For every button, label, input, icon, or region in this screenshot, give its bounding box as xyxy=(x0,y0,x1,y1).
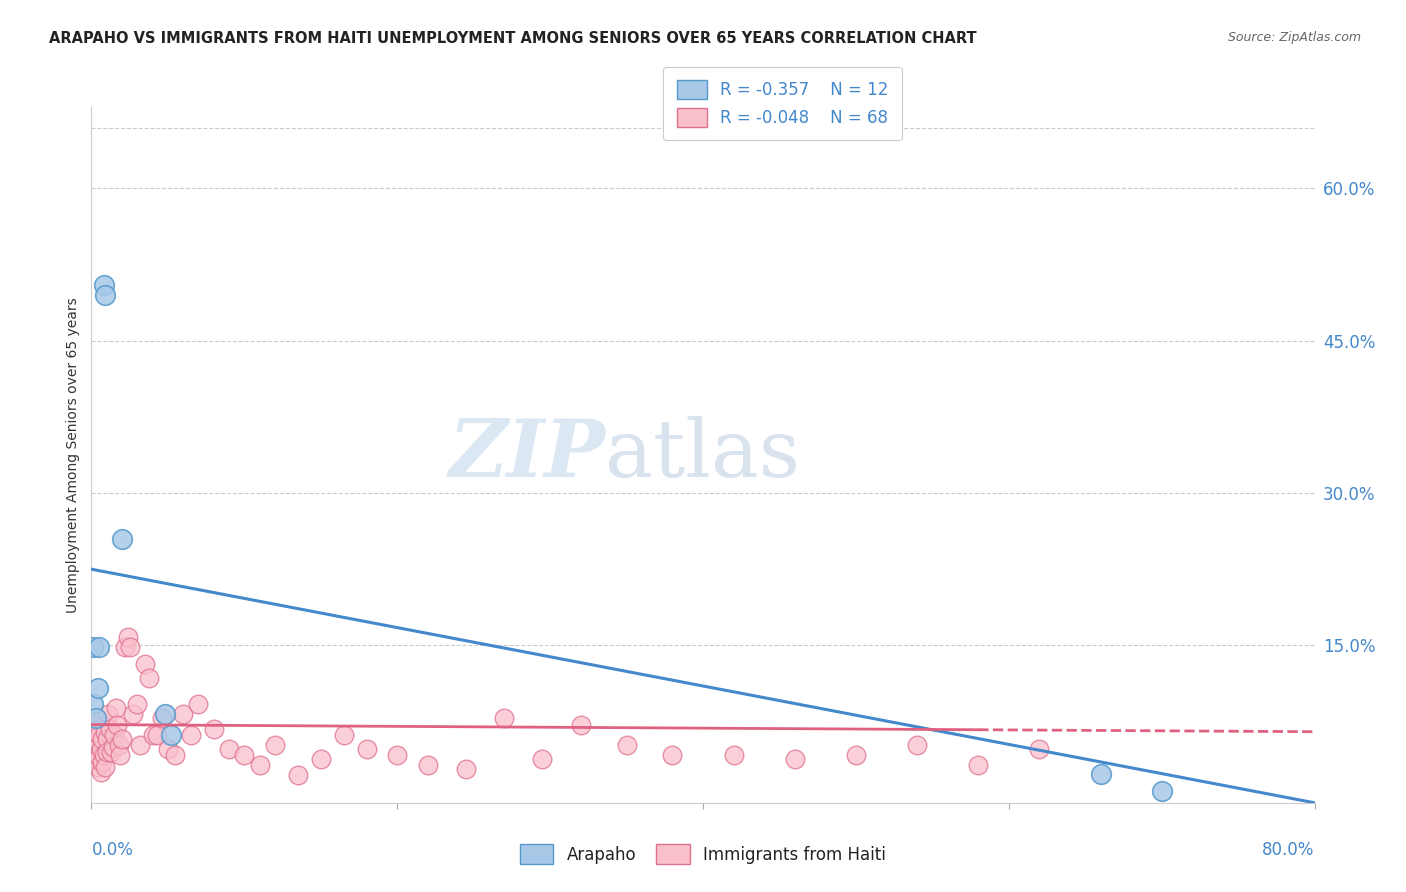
Point xyxy=(118,640,141,655)
Point xyxy=(97,707,120,722)
Point xyxy=(96,731,118,746)
Point xyxy=(845,747,868,762)
Point xyxy=(110,747,132,762)
Point xyxy=(98,722,121,736)
Point xyxy=(121,707,143,722)
Point xyxy=(138,671,160,685)
Point xyxy=(91,755,114,769)
Point xyxy=(160,728,183,742)
Point xyxy=(187,698,209,712)
Point xyxy=(86,681,108,695)
Point xyxy=(127,698,149,712)
Point xyxy=(84,711,107,725)
Point xyxy=(105,717,128,731)
Point xyxy=(87,728,110,742)
Point xyxy=(94,760,117,774)
Point xyxy=(90,765,112,780)
Point xyxy=(91,731,114,746)
Point xyxy=(146,728,169,742)
Point xyxy=(153,707,176,722)
Point xyxy=(249,758,271,772)
Point xyxy=(180,728,202,742)
Point xyxy=(87,750,110,764)
Point xyxy=(86,735,108,749)
Point xyxy=(172,707,194,722)
Point xyxy=(129,738,152,752)
Point xyxy=(1028,742,1050,756)
Point xyxy=(134,657,156,671)
Point xyxy=(93,717,115,731)
Point xyxy=(264,738,287,752)
Point xyxy=(84,752,107,766)
Text: Source: ZipAtlas.com: Source: ZipAtlas.com xyxy=(1227,31,1361,45)
Point xyxy=(93,747,115,762)
Text: 0.0%: 0.0% xyxy=(91,841,134,859)
Point xyxy=(218,742,240,756)
Legend: R = -0.357    N = 12, R = -0.048    N = 68: R = -0.357 N = 12, R = -0.048 N = 68 xyxy=(664,67,901,140)
Point xyxy=(83,730,105,744)
Point xyxy=(1090,767,1112,781)
Point xyxy=(309,752,332,766)
Point xyxy=(661,747,683,762)
Point xyxy=(111,731,134,746)
Point xyxy=(84,717,107,731)
Point xyxy=(111,532,134,546)
Point xyxy=(103,728,125,742)
Point xyxy=(494,711,516,725)
Point xyxy=(783,752,806,766)
Point xyxy=(90,742,112,756)
Point xyxy=(104,701,127,715)
Point xyxy=(100,745,122,759)
Point xyxy=(332,728,354,742)
Point xyxy=(531,752,554,766)
Point xyxy=(117,630,139,644)
Point xyxy=(94,724,117,739)
Point xyxy=(723,747,745,762)
Point xyxy=(94,288,117,302)
Point xyxy=(616,738,638,752)
Point xyxy=(569,717,592,731)
Point xyxy=(905,738,928,752)
Point xyxy=(87,640,110,655)
Point xyxy=(156,742,179,756)
Point xyxy=(202,722,225,736)
Point xyxy=(108,738,131,752)
Point xyxy=(141,728,163,742)
Text: atlas: atlas xyxy=(605,416,800,494)
Point xyxy=(287,768,309,782)
Point xyxy=(385,747,409,762)
Point xyxy=(86,760,108,774)
Point xyxy=(83,742,105,756)
Point xyxy=(101,739,124,754)
Text: ARAPAHO VS IMMIGRANTS FROM HAITI UNEMPLOYMENT AMONG SENIORS OVER 65 YEARS CORREL: ARAPAHO VS IMMIGRANTS FROM HAITI UNEMPLO… xyxy=(49,31,977,46)
Point xyxy=(356,742,378,756)
Point xyxy=(416,758,439,772)
Point xyxy=(82,640,104,655)
Point xyxy=(82,698,104,712)
Point xyxy=(150,711,173,725)
Point xyxy=(96,745,118,759)
Point xyxy=(967,758,990,772)
Point xyxy=(114,640,136,655)
Legend: Arapaho, Immigrants from Haiti: Arapaho, Immigrants from Haiti xyxy=(513,838,893,871)
Point xyxy=(233,747,256,762)
Point xyxy=(93,277,115,292)
Point xyxy=(1150,783,1173,797)
Y-axis label: Unemployment Among Seniors over 65 years: Unemployment Among Seniors over 65 years xyxy=(66,297,80,613)
Text: ZIP: ZIP xyxy=(449,417,605,493)
Point xyxy=(454,762,477,776)
Point xyxy=(82,722,104,736)
Point xyxy=(165,747,187,762)
Text: 80.0%: 80.0% xyxy=(1263,841,1315,859)
